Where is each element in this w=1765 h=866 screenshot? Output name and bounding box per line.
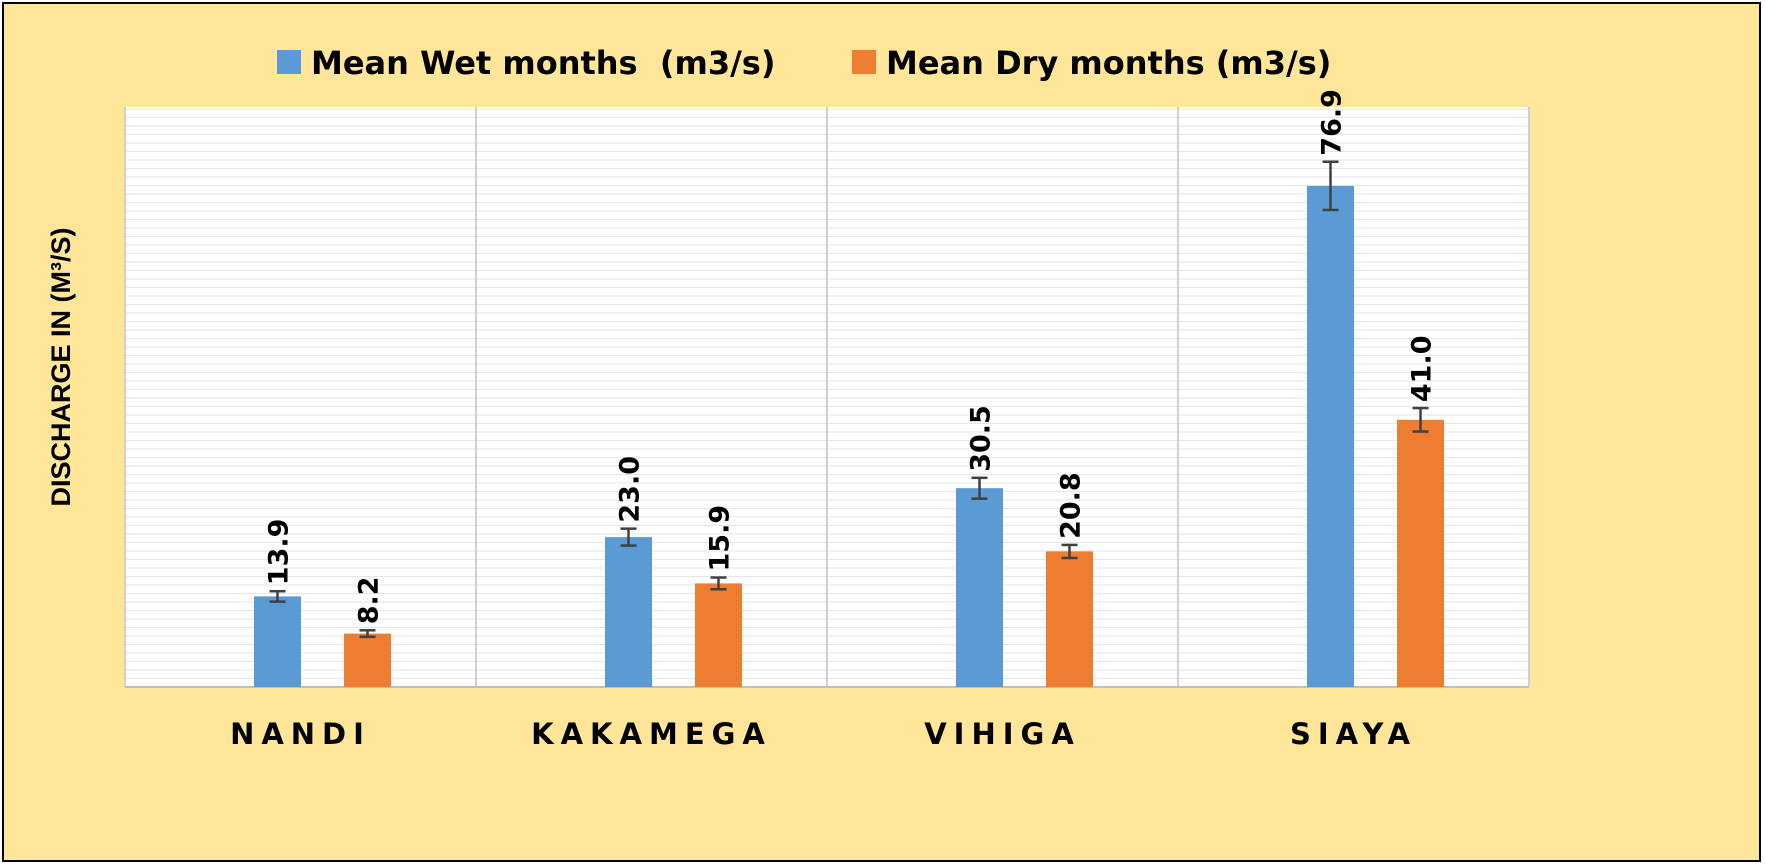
error-bar	[1061, 543, 1078, 560]
error-bar	[359, 629, 376, 639]
data-label: 8.2	[354, 576, 385, 624]
legend: Mean Wet months (m3/s) Mean Dry months (…	[277, 44, 1331, 82]
y-axis-title: DISCHARGE IN (M³/S)	[46, 228, 76, 507]
bar-wet-siaya	[1307, 185, 1354, 687]
bars	[254, 185, 1444, 687]
data-label: 41.0	[1407, 335, 1438, 402]
category-label-kakamega: KAKAMEGA	[531, 717, 772, 751]
error-bar	[620, 527, 637, 547]
bar-wet-kakamega	[605, 537, 652, 687]
error-bars	[269, 160, 1429, 639]
bar-dry-nandi	[344, 633, 391, 687]
data-label: 76.9	[1317, 89, 1348, 156]
category-separators	[124, 107, 1530, 687]
error-bar	[1412, 406, 1429, 433]
legend-swatch-wet	[277, 50, 301, 74]
error-bar	[1322, 160, 1339, 212]
data-label: 13.9	[264, 519, 295, 586]
bar-dry-siaya	[1397, 419, 1444, 687]
data-label: 23.0	[615, 456, 646, 523]
error-bar	[269, 589, 286, 603]
error-bar	[971, 476, 988, 500]
category-label-siaya: SIAYA	[1290, 717, 1417, 751]
error-bar	[710, 576, 727, 591]
bar-wet-nandi	[254, 596, 301, 687]
legend-label-wet: Mean Wet months (m3/s)	[311, 44, 775, 82]
category-labels: NANDI KAKAMEGA VIHIGA SIAYA	[230, 717, 1417, 751]
data-label: 15.9	[705, 505, 736, 572]
data-label: 20.8	[1056, 472, 1087, 539]
legend-label-dry: Mean Dry months (m3/s)	[886, 44, 1331, 82]
data-label: 30.5	[966, 405, 997, 472]
legend-swatch-dry	[852, 50, 876, 74]
category-label-nandi: NANDI	[230, 717, 371, 751]
bar-wet-vihiga	[956, 488, 1003, 687]
bar-dry-kakamega	[695, 583, 742, 687]
category-label-vihiga: VIHIGA	[924, 717, 1081, 751]
data-labels: 13.9 8.2 23.0 15.9 30.5 20.8 76.9 41.0	[264, 89, 1438, 624]
bar-dry-vihiga	[1046, 551, 1093, 687]
